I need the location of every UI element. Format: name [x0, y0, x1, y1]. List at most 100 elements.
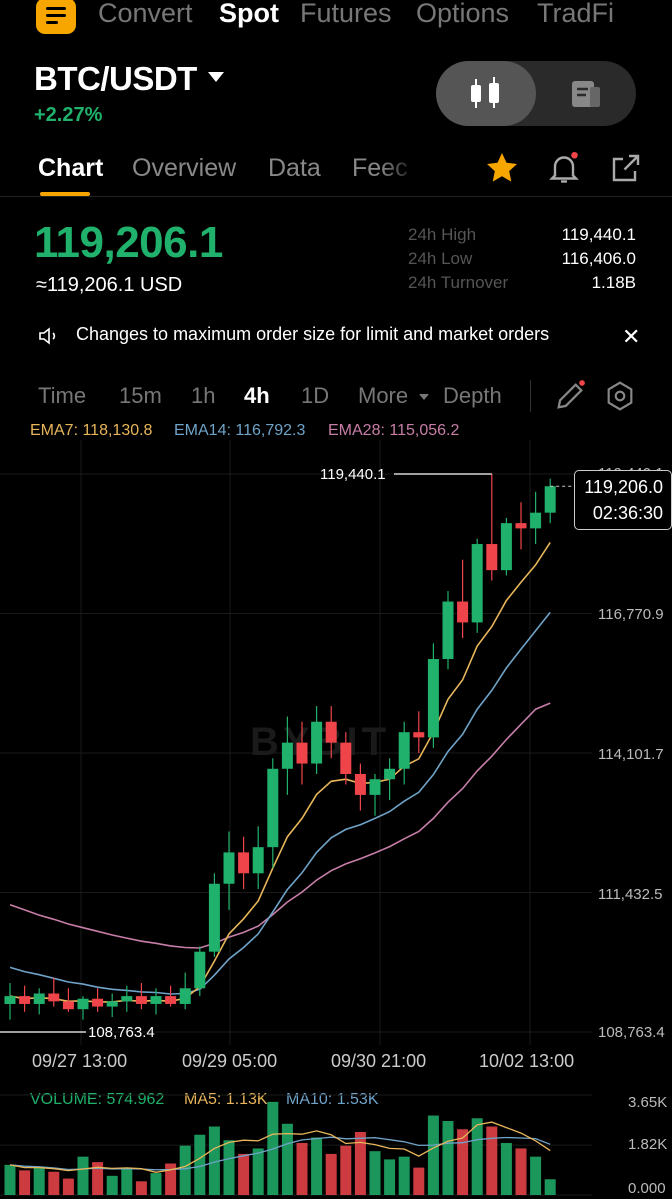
tf-depth[interactable]: Depth [443, 383, 502, 408]
bell-icon[interactable] [546, 150, 582, 186]
volume-bar [398, 1156, 410, 1195]
last-price-usd: ≈119,206.1 USD [36, 274, 183, 296]
volume-bar [500, 1142, 512, 1195]
time-axis-label: 09/29 05:00 [182, 1051, 278, 1071]
price-axis-label: 114,101.7 [598, 746, 664, 763]
star-icon[interactable] [484, 150, 520, 186]
menu-icon[interactable] [36, 0, 76, 34]
caret-down-icon[interactable] [208, 72, 224, 82]
ema14-legend: EMA14: 116,792.3 [174, 422, 306, 439]
candle-body [398, 732, 410, 769]
volume-bar [252, 1148, 264, 1195]
active-tab-indicator [40, 192, 90, 196]
time-axis-label: 10/02 13:00 [479, 1051, 575, 1071]
candle-body [4, 996, 16, 1004]
volume-bar [92, 1162, 104, 1195]
candle-body [238, 852, 250, 874]
ema7-line [9, 541, 551, 1003]
volume-bar [311, 1137, 323, 1195]
tab-chart[interactable]: Chart [38, 154, 104, 182]
pair-symbol[interactable]: BTC/USDT [34, 60, 197, 97]
candle-body [92, 998, 104, 1007]
tf-1d[interactable]: 1D [301, 383, 330, 408]
volume-bar [208, 1126, 220, 1195]
tab-spot[interactable]: Spot [219, 0, 279, 28]
tab-options[interactable]: Options [416, 0, 510, 28]
candle-body [281, 742, 293, 769]
pencil-icon[interactable] [552, 379, 588, 413]
ema28-legend: EMA28: 115,056.2 [328, 422, 460, 439]
volume-bar [369, 1151, 381, 1195]
candle-body [150, 996, 162, 1004]
candle-body [179, 988, 191, 1004]
candle-body [296, 742, 308, 764]
price-axis-label: 111,432.5 [598, 886, 663, 903]
candle-body [106, 1001, 118, 1007]
ema7-legend: EMA7: 118,130.8 [30, 422, 153, 439]
close-icon[interactable]: ✕ [622, 324, 641, 349]
top-tab-bar: Convert Spot Futures Options TradFi [0, 0, 672, 36]
volume-bar [179, 1145, 191, 1195]
tf-1h[interactable]: 1h [191, 383, 216, 408]
settings-icon[interactable] [604, 380, 636, 412]
volume-bar [413, 1167, 425, 1195]
tab-fade [380, 150, 420, 186]
volume-bar [544, 1179, 556, 1195]
candle-body [486, 544, 498, 571]
time-axis-label: 09/30 21:00 [331, 1051, 427, 1071]
volume-bar [340, 1145, 352, 1195]
volume-bar [384, 1159, 396, 1195]
candle-body [369, 779, 381, 795]
high-marker-label: 119,440.1 [320, 466, 386, 483]
tf-more[interactable]: More [358, 383, 409, 408]
volume-bar [194, 1134, 206, 1195]
candle-body [121, 996, 133, 1002]
candle-body [354, 773, 366, 795]
volume-bar [427, 1115, 439, 1195]
volume-bar [135, 1181, 147, 1195]
candle-body [442, 601, 454, 660]
candle-body [413, 732, 425, 738]
volume-bar [4, 1164, 16, 1195]
candle-body [19, 996, 31, 1004]
volume-bar [296, 1142, 308, 1195]
header-divider [0, 196, 672, 197]
chart-view-button[interactable] [436, 61, 536, 126]
view-toggle[interactable] [436, 61, 636, 126]
stat-value-turnover: 1.18B [591, 273, 636, 292]
tab-convert[interactable]: Convert [98, 0, 193, 28]
tf-15m[interactable]: 15m [119, 383, 162, 408]
pair-change: +2.27% [34, 104, 103, 126]
tf-time[interactable]: Time [38, 383, 87, 408]
candle-body [135, 996, 147, 1004]
tf-4h[interactable]: 4h [244, 383, 270, 408]
volume-axis-label: 1.82K [628, 1136, 668, 1153]
candle-body [515, 523, 527, 529]
price-chart[interactable] [0, 440, 672, 1080]
tab-data[interactable]: Data [268, 154, 321, 182]
candle-body [267, 768, 279, 848]
volume-bar [486, 1126, 498, 1195]
share-icon[interactable] [608, 150, 644, 186]
notice-text[interactable]: Changes to maximum order size for limit … [76, 324, 550, 344]
volume-bar [33, 1167, 45, 1195]
candle-body [33, 993, 45, 1004]
toolbar-separator [530, 380, 531, 412]
volume-axis-label: 3.65K [628, 1094, 668, 1111]
info-panel-icon[interactable] [536, 61, 636, 126]
last-price-tag-value: 119,206.0 [584, 477, 663, 497]
tab-futures[interactable]: Futures [300, 0, 392, 28]
candle-body [194, 951, 206, 989]
volume-bar [223, 1140, 235, 1195]
volume-bar [19, 1170, 31, 1195]
tab-tradfi[interactable]: TradFi [537, 0, 615, 28]
tab-overview[interactable]: Overview [132, 154, 237, 182]
price-axis-label: 108,763.4 [598, 1024, 665, 1041]
volume-bar [121, 1168, 133, 1195]
candle-body [457, 601, 469, 623]
volume-chart[interactable] [0, 1085, 672, 1199]
volume-bar [354, 1131, 366, 1195]
volume-bar [48, 1171, 60, 1195]
caret-down-icon [419, 394, 429, 400]
volume-bar [165, 1163, 177, 1195]
